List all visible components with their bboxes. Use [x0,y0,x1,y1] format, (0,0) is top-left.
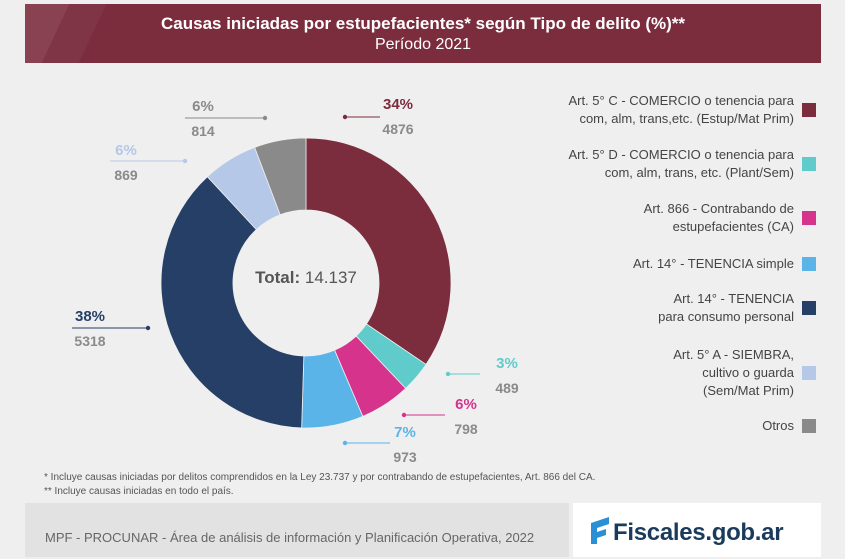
chart-subtitle: Período 2021 [374,36,472,53]
legend-item-6: Art. 5° A - SIEMBRA, cultivo o guarda (S… [673,346,816,400]
legend-swatch [802,211,816,225]
legend-swatch [802,366,816,380]
leader-dot-1 [342,114,348,120]
slice-count-label-1: 4876 [382,121,413,137]
logo-flag-icon [591,517,609,544]
source-footer: MPF - PROCUNAR - Área de análisis de inf… [25,503,569,557]
leader-dot-3 [401,412,407,418]
slice-count-label-3: 798 [454,421,478,437]
slice-percent-label-5: 38% [75,308,105,325]
fiscales-logo: Fiscales.gob.ar [573,503,821,557]
slice-percent-label-7: 6% [192,98,214,115]
chart-title: Causas iniciadas por estupefacientes* se… [161,14,685,33]
legend-label: Art. 5° A - SIEMBRA, cultivo o guarda (S… [673,347,794,398]
leader-dot-6 [182,158,188,164]
legend-swatch [802,157,816,171]
footnote-2: ** Incluye causas iniciadas en todo el p… [44,486,234,497]
legend-item-5: Art. 14° - TENENCIA para consumo persona… [658,290,816,326]
legend-item-7: Otros [762,417,816,435]
chart-header: Causas iniciadas por estupefacientes* se… [25,4,821,63]
leader-dot-2 [445,371,451,377]
leader-dot-7 [262,115,268,121]
donut-slice-1 [305,137,452,365]
donut-slice-5 [160,176,305,429]
legend-swatch [802,103,816,117]
slice-count-label-2: 489 [495,380,519,396]
legend-label: Art. 14° - TENENCIA para consumo persona… [658,291,794,324]
slice-count-label-5: 5318 [74,333,105,349]
center-total-value: 14.137 [305,268,357,287]
slice-percent-label-1: 34% [383,96,413,113]
legend-item-1: Art. 5° C - COMERCIO o tenencia para com… [568,92,816,128]
legend-item-4: Art. 14° - TENENCIA simple [633,255,816,273]
footnotes: * Incluye causas iniciadas por delitos c… [44,471,595,499]
slice-percent-label-3: 6% [455,396,477,413]
legend-label: Art. 866 - Contrabando de estupefaciente… [643,201,794,234]
center-total-prefix: Total: [255,268,305,287]
legend-label: Art. 5° C - COMERCIO o tenencia para com… [568,93,794,126]
legend-item-3: Art. 866 - Contrabando de estupefaciente… [644,200,816,236]
legend-swatch [802,419,816,433]
slice-count-label-4: 973 [393,449,417,465]
slice-count-label-7: 814 [191,123,215,139]
slice-percent-label-6: 6% [115,142,137,159]
leader-dot-4 [342,440,348,446]
center-total-label: Total: 14.137 [255,268,357,287]
slice-percent-label-4: 7% [394,424,416,441]
legend-swatch [802,301,816,315]
legend-label: Otros [762,418,794,433]
donut-slice-7 [254,137,307,216]
source-text: MPF - PROCUNAR - Área de análisis de inf… [45,530,535,545]
slice-count-label-6: 869 [114,167,138,183]
leader-dot-5 [145,325,151,331]
legend-label: Art. 14° - TENENCIA simple [632,256,794,271]
legend-item-2: Art. 5° D - COMERCIO o tenencia para com… [568,146,816,182]
legend-label: Art. 5° D - COMERCIO o tenencia para com… [568,147,794,180]
slice-percent-label-2: 3% [496,355,518,372]
footnote-1: * Incluye causas iniciadas por delitos c… [44,472,596,483]
logo-text: Fiscales.gob.ar [613,519,784,546]
legend-swatch [802,257,816,271]
header-decoration [25,4,145,63]
